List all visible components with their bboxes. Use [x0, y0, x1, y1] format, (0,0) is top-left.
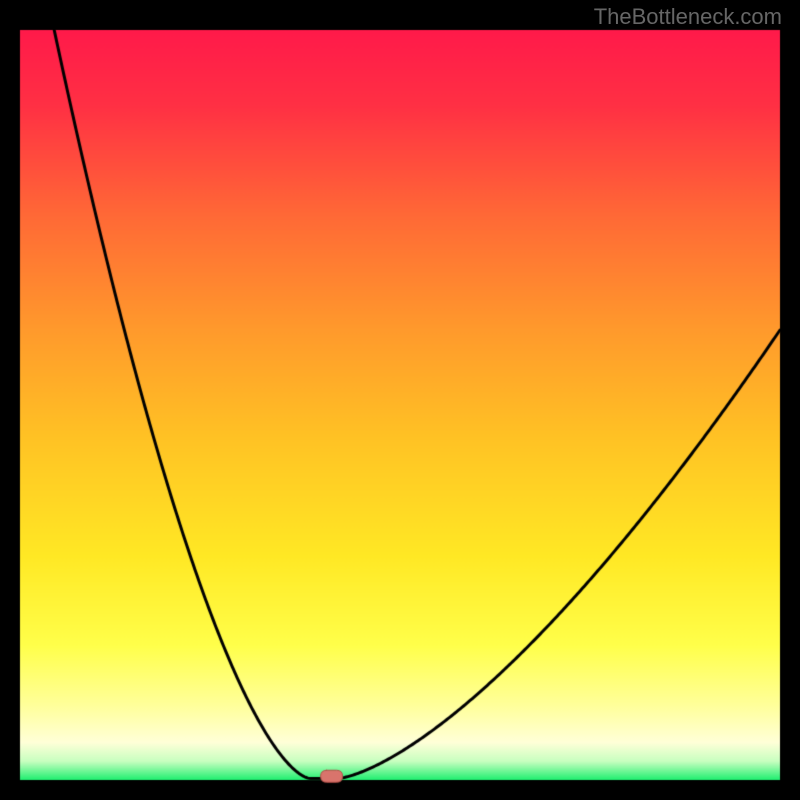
watermark-text: TheBottleneck.com	[594, 4, 782, 30]
bottleneck-curve	[0, 0, 800, 800]
chart-frame: TheBottleneck.com	[0, 0, 800, 800]
